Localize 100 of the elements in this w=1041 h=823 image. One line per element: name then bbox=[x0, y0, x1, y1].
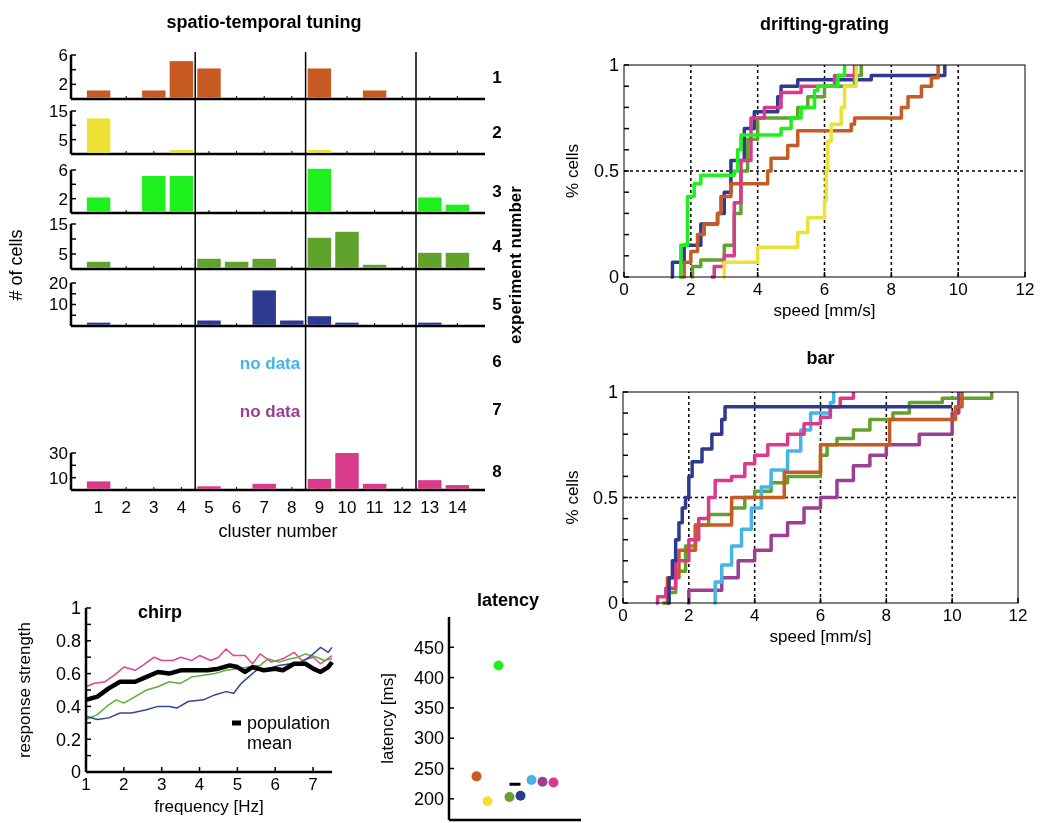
point bbox=[493, 660, 504, 671]
y-tick-label: 400 bbox=[413, 667, 444, 688]
y-tick-label: 20 bbox=[49, 273, 68, 293]
y-axis-title: # of cells bbox=[6, 229, 26, 301]
point bbox=[548, 777, 559, 788]
bar bbox=[197, 320, 221, 325]
bar bbox=[142, 90, 166, 98]
bar bbox=[86, 261, 111, 268]
line-series bbox=[85, 648, 333, 688]
bar bbox=[418, 480, 442, 489]
x-tick-label: 7 bbox=[308, 775, 318, 794]
bar bbox=[86, 197, 111, 212]
text: 7 bbox=[492, 400, 502, 420]
x-axis-title: cluster number bbox=[218, 521, 338, 541]
point bbox=[504, 791, 515, 802]
bar bbox=[307, 68, 332, 98]
x-tick-label: 10 bbox=[948, 280, 968, 299]
bar bbox=[224, 261, 249, 268]
text: 6 bbox=[492, 352, 502, 372]
bar bbox=[362, 264, 387, 268]
bar bbox=[335, 453, 359, 489]
bar bbox=[307, 478, 332, 489]
chart-title: bar bbox=[806, 348, 835, 368]
x-tick-label: 4 bbox=[749, 606, 760, 625]
y-axis-title: latency [ms] bbox=[378, 673, 397, 764]
bar bbox=[307, 237, 332, 268]
bar bbox=[307, 168, 332, 212]
bar bbox=[252, 483, 276, 489]
x-tick-label: 6 bbox=[819, 280, 830, 299]
chart-title: latency bbox=[476, 590, 540, 610]
x-tick-label: 5 bbox=[232, 775, 243, 794]
x-tick-label: 12 bbox=[1015, 280, 1035, 299]
y-tick-label: 10 bbox=[49, 468, 68, 488]
point bbox=[515, 790, 526, 801]
y-tick-label: 0.6 bbox=[55, 663, 81, 684]
x-tick-label: 4 bbox=[194, 775, 205, 794]
y-tick-label: 0.5 bbox=[593, 161, 619, 182]
x-tick-label: 12 bbox=[392, 498, 412, 517]
x-tick-label: 11 bbox=[365, 498, 384, 517]
bar bbox=[197, 258, 221, 268]
y-tick-label: 5 bbox=[58, 244, 68, 264]
point bbox=[537, 776, 548, 787]
bar bbox=[197, 68, 221, 98]
y-tick-label: 5 bbox=[58, 130, 68, 150]
y-tick-label: 300 bbox=[413, 728, 444, 749]
chart-title: drifting-grating bbox=[760, 14, 889, 34]
x-tick-label: 9 bbox=[314, 498, 325, 517]
bar bbox=[362, 90, 387, 98]
bar bbox=[86, 322, 111, 325]
y2-axis-title: 4 bbox=[492, 237, 503, 257]
x-tick-label: 1 bbox=[93, 498, 104, 517]
bar bbox=[142, 175, 166, 212]
x-tick-label: 14 bbox=[447, 498, 467, 517]
y-tick-label: 2 bbox=[58, 75, 68, 95]
y2-axis-title: 2 bbox=[492, 123, 502, 143]
y-tick-label: 6 bbox=[58, 160, 68, 180]
y2-axis-title: 1 bbox=[492, 67, 502, 87]
bar bbox=[197, 486, 221, 489]
y-tick-label: 10 bbox=[49, 295, 68, 315]
x-tick-label: 8 bbox=[287, 498, 297, 517]
x-axis-title: speed [mm/s] bbox=[769, 627, 872, 646]
point bbox=[482, 796, 493, 807]
y-tick-label: 0.2 bbox=[55, 729, 81, 750]
x-tick-label: 2 bbox=[686, 280, 696, 299]
y-tick-label: 450 bbox=[413, 637, 444, 658]
y2-axis-title: 8 bbox=[492, 462, 502, 482]
text: experiment number bbox=[506, 185, 525, 344]
y2-axis-title: 3 bbox=[492, 182, 502, 202]
x-tick-label: 2 bbox=[684, 606, 694, 625]
x-tick-label: 2 bbox=[119, 775, 129, 794]
point bbox=[526, 775, 537, 786]
y-tick-label: 1 bbox=[607, 382, 618, 403]
x-tick-label: 13 bbox=[420, 498, 440, 517]
bar bbox=[86, 481, 111, 489]
bar bbox=[307, 316, 332, 325]
bar bbox=[445, 252, 470, 268]
x-axis-title: speed [mm/s] bbox=[773, 301, 876, 320]
chart-title: chirp bbox=[137, 602, 183, 622]
bar bbox=[252, 258, 276, 268]
y-tick-label: 0.8 bbox=[55, 631, 81, 652]
bar bbox=[418, 322, 442, 325]
bar bbox=[169, 175, 194, 212]
x-tick-label: 12 bbox=[1008, 606, 1028, 625]
bar bbox=[418, 197, 442, 212]
legend-label: population mean bbox=[247, 713, 331, 754]
bar bbox=[445, 485, 470, 489]
text: no data bbox=[239, 354, 301, 373]
y-tick-label: 350 bbox=[413, 698, 444, 719]
bar bbox=[362, 483, 387, 489]
bar bbox=[280, 320, 304, 325]
bar bbox=[169, 61, 194, 98]
y-tick-label: 0.5 bbox=[592, 487, 618, 508]
x-tick-label: 8 bbox=[886, 280, 897, 299]
x-axis-title: frequency [Hz] bbox=[154, 797, 264, 816]
y2-axis-title: 5 bbox=[492, 295, 502, 315]
y-tick-label: 15 bbox=[49, 101, 68, 121]
bar bbox=[418, 252, 442, 268]
y-tick-label: 200 bbox=[413, 789, 444, 810]
y-tick-label: 15 bbox=[49, 214, 68, 234]
x-tick-label: 10 bbox=[942, 606, 962, 625]
